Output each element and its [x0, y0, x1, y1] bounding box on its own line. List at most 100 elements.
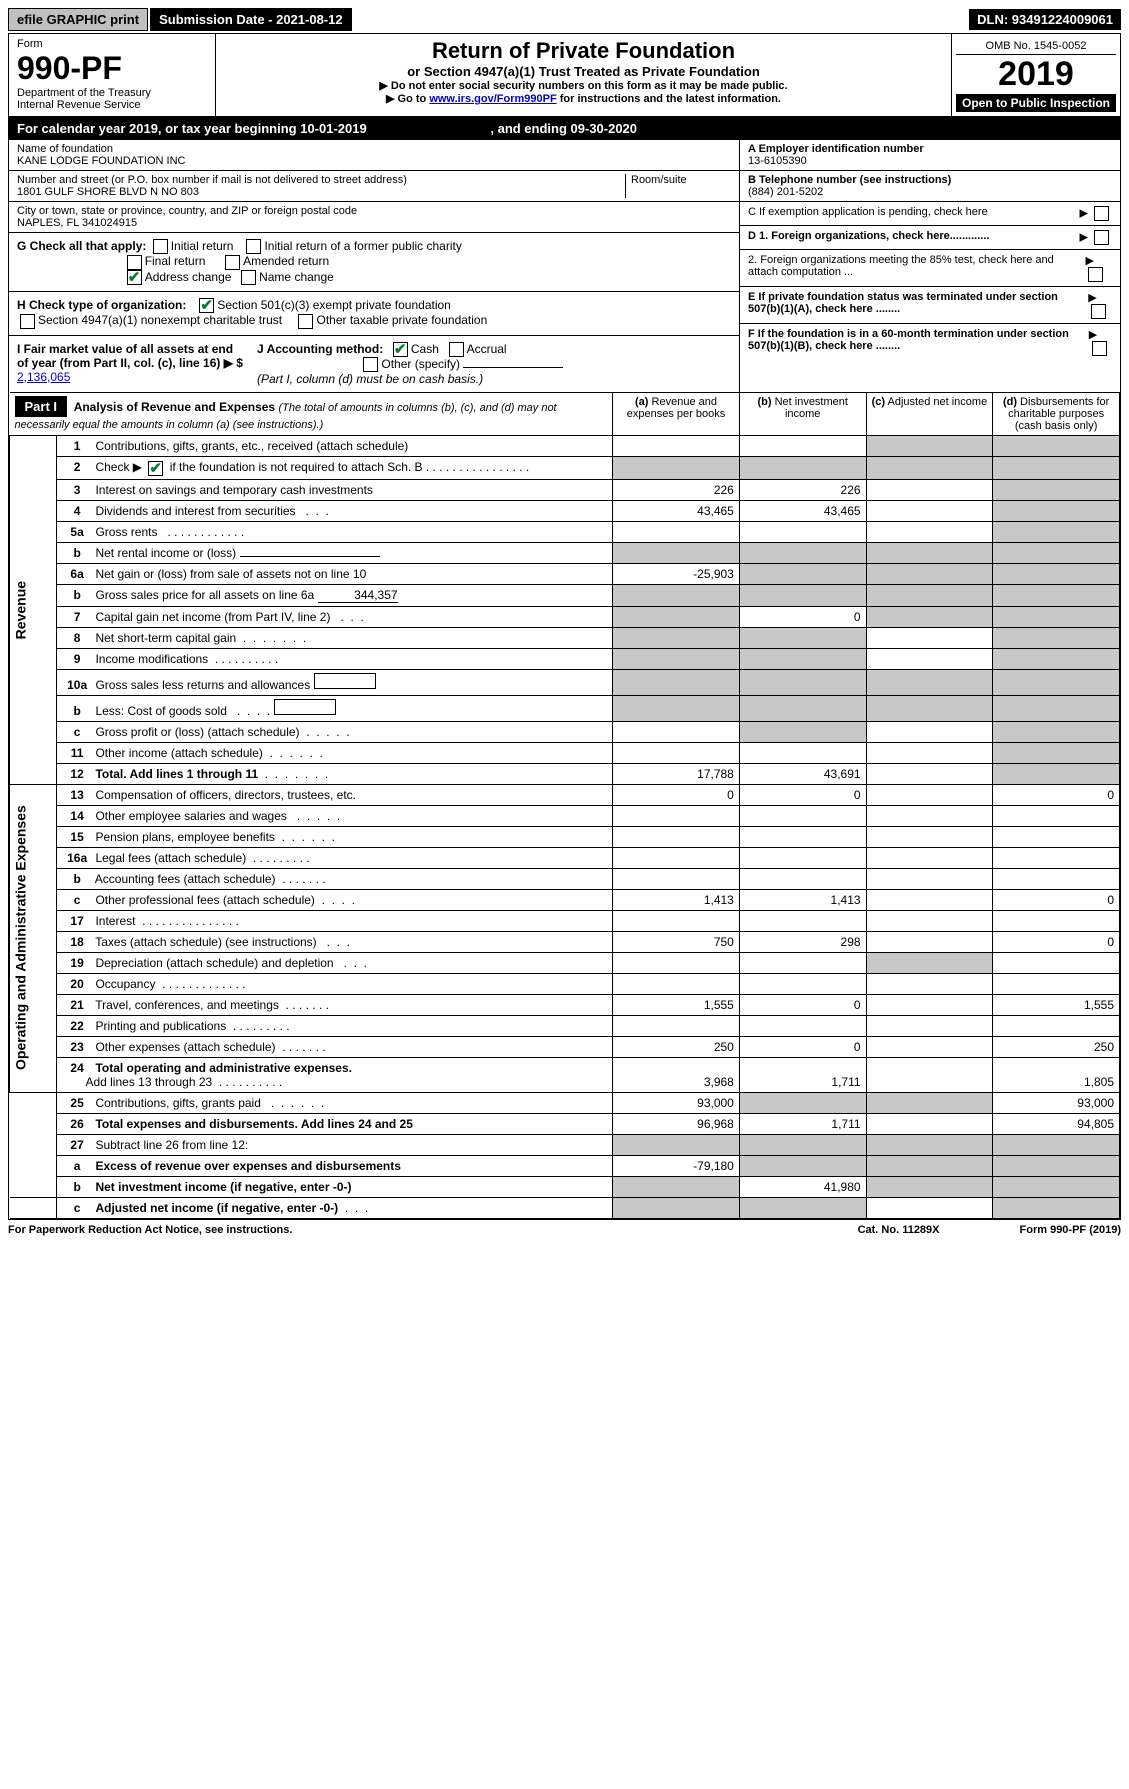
v6a: -25,903	[613, 563, 740, 584]
line-10b: Less: Cost of goods sold	[95, 704, 226, 718]
v13d: 0	[993, 784, 1120, 805]
dln-label: DLN: 93491224009061	[969, 9, 1121, 30]
line-20: Occupancy	[95, 977, 155, 991]
omb-number: OMB No. 1545-0052	[956, 38, 1116, 55]
note-2-post: for instructions and the latest informat…	[557, 93, 781, 105]
cash-label: Cash	[411, 342, 439, 356]
v7b: 0	[739, 606, 866, 627]
e-checkbox[interactable]	[1091, 304, 1106, 319]
line-27: Subtract line 26 from line 12:	[95, 1138, 248, 1152]
j-note: (Part I, column (d) must be on cash basi…	[257, 372, 483, 386]
line-4: Dividends and interest from securities	[95, 504, 295, 518]
amended-return-label: Amended return	[243, 254, 329, 268]
v24d: 1,805	[993, 1057, 1120, 1092]
line-9: Income modifications	[95, 652, 208, 666]
v18a: 750	[613, 931, 740, 952]
line-24b: Add lines 13 through 23	[85, 1075, 212, 1089]
v3b: 226	[739, 479, 866, 500]
line-27b: Net investment income (if negative, ente…	[95, 1180, 351, 1194]
inspection-label: Open to Public Inspection	[956, 94, 1116, 112]
line-11: Other income (attach schedule)	[95, 746, 262, 760]
line-16b: Accounting fees (attach schedule)	[95, 872, 276, 886]
line-10c: Gross profit or (loss) (attach schedule)	[95, 725, 299, 739]
foundation-name: KANE LODGE FOUNDATION INC	[17, 155, 731, 167]
v3a: 226	[613, 479, 740, 500]
form-label: Form	[17, 38, 207, 50]
accrual-checkbox[interactable]	[449, 342, 464, 357]
line-19: Depreciation (attach schedule) and deple…	[95, 956, 333, 970]
v27a: -79,180	[613, 1155, 740, 1176]
calendar-year-text: For calendar year 2019, or tax year begi…	[17, 121, 367, 136]
form-subtitle: or Section 4947(a)(1) Trust Treated as P…	[220, 64, 947, 79]
efile-button[interactable]: efile GRAPHIC print	[8, 8, 148, 31]
h2-label: Section 4947(a)(1) nonexempt charitable …	[38, 313, 282, 327]
f-checkbox[interactable]	[1092, 341, 1107, 356]
tax-year: 2019	[956, 55, 1116, 94]
line-5b: Net rental income or (loss)	[95, 546, 236, 560]
amended-return-checkbox[interactable]	[225, 255, 240, 270]
v23d: 250	[993, 1036, 1120, 1057]
line-2: Check ▶	[95, 460, 142, 474]
h-label: H Check type of organization:	[17, 298, 186, 312]
fair-market-value[interactable]: 2,136,065	[17, 370, 70, 384]
part1-title: Analysis of Revenue and Expenses	[74, 400, 275, 414]
expenses-section-label: Operating and Administrative Expenses	[10, 784, 57, 1092]
line-10a: Gross sales less returns and allowances	[95, 678, 310, 692]
line-16c: Other professional fees (attach schedule…	[95, 893, 314, 907]
h3-checkbox[interactable]	[298, 314, 313, 329]
line-27a: Excess of revenue over expenses and disb…	[95, 1159, 400, 1173]
line-17: Interest	[95, 914, 135, 928]
line-24: Total operating and administrative expen…	[95, 1061, 352, 1075]
v21a: 1,555	[613, 994, 740, 1015]
initial-former-checkbox[interactable]	[246, 239, 261, 254]
form-number: 990-PF	[17, 50, 207, 87]
d1-checkbox[interactable]	[1094, 230, 1109, 245]
name-change-label: Name change	[259, 270, 334, 284]
cash-checkbox[interactable]	[393, 342, 408, 357]
c-label: C If exemption application is pending, c…	[748, 206, 988, 218]
line-14: Other employee salaries and wages	[95, 809, 286, 823]
address-change-checkbox[interactable]	[127, 270, 142, 285]
d2-label: 2. Foreign organizations meeting the 85%…	[748, 254, 1085, 278]
final-return-label: Final return	[145, 254, 206, 268]
line-7: Capital gain net income (from Part IV, l…	[95, 610, 330, 624]
h1-label: Section 501(c)(3) exempt private foundat…	[217, 298, 450, 312]
h2-checkbox[interactable]	[20, 314, 35, 329]
v18b: 298	[739, 931, 866, 952]
line-12: Total. Add lines 1 through 11	[95, 767, 258, 781]
form-title: Return of Private Foundation	[220, 38, 947, 64]
v4a: 43,465	[613, 500, 740, 521]
initial-return-checkbox[interactable]	[153, 239, 168, 254]
submission-date: Submission Date - 2021-08-12	[150, 8, 352, 31]
irs-link[interactable]: www.irs.gov/Form990PF	[429, 93, 556, 105]
city-label: City or town, state or province, country…	[17, 205, 731, 217]
line-16a: Legal fees (attach schedule)	[95, 851, 246, 865]
line-2-checkbox[interactable]	[148, 461, 163, 476]
f-label: F If the foundation is in a 60-month ter…	[748, 328, 1069, 352]
v24a: 3,968	[613, 1057, 740, 1092]
h1-checkbox[interactable]	[199, 298, 214, 313]
line-18: Taxes (attach schedule) (see instruction…	[95, 935, 316, 949]
name-change-checkbox[interactable]	[241, 270, 256, 285]
v13a: 0	[613, 784, 740, 805]
line-21: Travel, conferences, and meetings	[95, 998, 279, 1012]
line-6b: Gross sales price for all assets on line…	[95, 588, 314, 602]
part1-label: Part I	[15, 396, 68, 417]
footer-center: Cat. No. 11289X	[858, 1224, 940, 1236]
phone-value: (884) 201-5202	[748, 186, 823, 198]
g-label: G Check all that apply:	[17, 239, 146, 253]
d2-checkbox[interactable]	[1088, 267, 1103, 282]
v26a: 96,968	[613, 1113, 740, 1134]
h3-label: Other taxable private foundation	[316, 313, 487, 327]
line-23: Other expenses (attach schedule)	[95, 1040, 275, 1054]
c-checkbox[interactable]	[1094, 206, 1109, 221]
other-checkbox[interactable]	[363, 357, 378, 372]
b-label: B Telephone number (see instructions)	[748, 174, 951, 186]
line-2-post: if the foundation is not required to att…	[170, 460, 423, 474]
v26b: 1,711	[739, 1113, 866, 1134]
v21b: 0	[739, 994, 866, 1015]
d1-label: D 1. Foreign organizations, check here..…	[748, 230, 989, 242]
line-15: Pension plans, employee benefits	[95, 830, 274, 844]
line-27c: Adjusted net income (if negative, enter …	[95, 1201, 338, 1215]
v12b: 43,691	[739, 763, 866, 784]
